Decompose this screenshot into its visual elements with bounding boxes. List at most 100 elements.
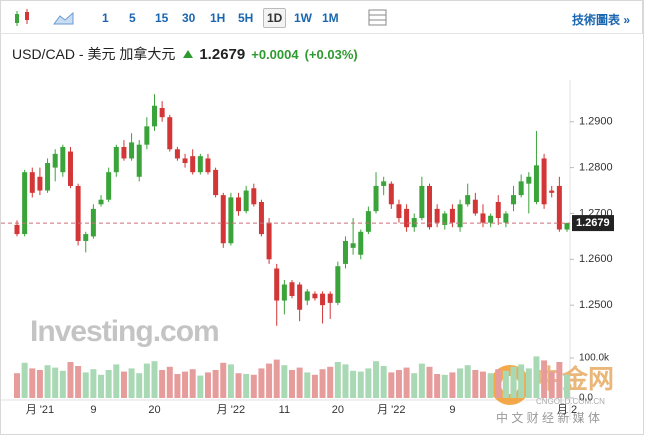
up-arrow (183, 50, 194, 58)
candle-body (404, 208, 410, 228)
candle-body (243, 190, 249, 212)
volume-tick-label: 0.0 (579, 393, 593, 404)
candle-body (190, 156, 196, 173)
candle-body (220, 195, 226, 244)
volume-bar (388, 372, 395, 398)
volume-bar (44, 365, 51, 398)
last-price: 1.2679 (199, 45, 246, 63)
volume-bar (434, 374, 441, 398)
area-icon[interactable] (53, 9, 75, 27)
candle-body (98, 199, 104, 205)
volume-bar (518, 364, 525, 398)
interval-button[interactable]: 15 (155, 11, 169, 25)
volume-bar (182, 371, 189, 398)
candle-body (144, 126, 150, 145)
volume-bar (90, 369, 97, 398)
candle-body (564, 223, 570, 230)
candle-body (373, 185, 379, 212)
candle-body (167, 117, 173, 150)
volume-bar (105, 370, 112, 398)
interval-button[interactable]: 1D (263, 8, 287, 28)
candle-body (121, 146, 127, 159)
volume-bar (441, 374, 448, 398)
volume-bar (266, 363, 273, 398)
candle-body (335, 266, 341, 303)
volume-bar (334, 362, 341, 398)
volume-bar (250, 374, 257, 398)
candle-body (205, 158, 211, 173)
x-tick-label: 11 (279, 404, 290, 416)
interval-button[interactable]: 30 (182, 11, 196, 25)
x-tick-label: 月 '22 (217, 404, 245, 416)
volume-bar (52, 367, 59, 398)
candle-body (312, 293, 318, 299)
interval-button[interactable]: 1W (294, 11, 312, 25)
volume-bar (525, 368, 532, 398)
volume-bar (472, 370, 479, 398)
interval-button[interactable]: 1M (322, 11, 339, 25)
volume-bar (82, 372, 89, 398)
interval-button[interactable]: 1H (210, 11, 226, 25)
volume-bar (403, 367, 410, 398)
y-tick-label: 1.2500 (579, 299, 613, 311)
candle-body (526, 176, 532, 184)
volume-bar (258, 368, 265, 398)
volume-bar (67, 362, 74, 398)
volume-bar (426, 366, 433, 398)
price-change: +0.0004 (251, 46, 299, 62)
volume-bar (197, 375, 204, 398)
last-price-label: 1.2679 (576, 217, 610, 229)
volume-bar (128, 368, 135, 398)
volume-bar (464, 365, 471, 398)
volume-bar (418, 363, 425, 398)
candle-body (213, 169, 219, 196)
candle-icon[interactable] (11, 8, 39, 28)
volume-bar (327, 366, 334, 398)
volume-bar (365, 368, 372, 398)
volume-bar (564, 374, 570, 398)
volume-bar (204, 372, 211, 398)
volume-bar (36, 370, 43, 398)
volume-bar (220, 362, 227, 398)
volume-bar (479, 371, 486, 398)
candle-body (129, 142, 135, 159)
x-tick-label: 月 '21 (26, 404, 54, 416)
candle-body (29, 172, 35, 193)
candle-body (327, 293, 333, 303)
candle-body (75, 185, 81, 241)
interval-button[interactable]: 1 (102, 11, 109, 25)
volume-bar (120, 371, 127, 398)
volume-bar (350, 370, 357, 398)
price-change-pct: (+0.03%) (304, 46, 358, 62)
volume-bar (395, 370, 402, 398)
y-tick-label: 1.2900 (579, 116, 613, 128)
volume-bar (487, 373, 494, 398)
candle-body (159, 108, 165, 118)
candle-body (358, 231, 364, 255)
table-icon[interactable] (367, 8, 389, 28)
candle-body (281, 284, 287, 301)
candle-body (518, 181, 524, 196)
volume-bar (235, 373, 242, 398)
candle-body (136, 144, 142, 177)
volume-bar (357, 371, 364, 398)
volume-bar (273, 359, 280, 398)
candle-body (45, 163, 51, 191)
candle-body (297, 284, 303, 310)
candle-body (289, 282, 295, 296)
chart-link[interactable]: 技術圖表 » (571, 13, 630, 27)
candle-body (503, 213, 509, 223)
interval-button[interactable]: 5 (129, 11, 136, 25)
interval-button[interactable]: 5H (238, 11, 254, 25)
candle-body (14, 224, 20, 235)
volume-bar (495, 369, 502, 398)
candle-body (52, 153, 58, 168)
candle-body (274, 268, 280, 301)
candle-body (381, 181, 387, 186)
candle-body (465, 195, 471, 205)
volume-bar (174, 374, 181, 398)
candle-body (266, 222, 272, 260)
x-tick-label: 月 2 (557, 404, 577, 416)
